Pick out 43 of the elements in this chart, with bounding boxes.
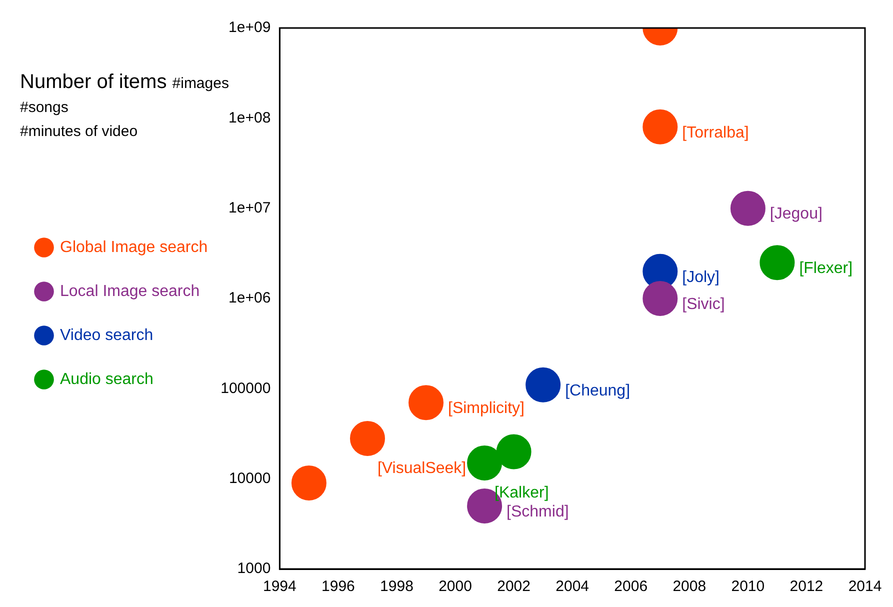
point bbox=[760, 245, 795, 280]
annotation: [Schmid] bbox=[506, 503, 569, 520]
x-tick-label: 2004 bbox=[556, 578, 590, 596]
point bbox=[467, 445, 502, 480]
x-tick-label: 1994 bbox=[263, 578, 296, 596]
annotation: [Joly] bbox=[682, 268, 720, 286]
annotation: [Kalker] bbox=[494, 484, 549, 502]
legend-label: Local Image search bbox=[60, 282, 200, 300]
y-tick-label: 1e+09 bbox=[228, 19, 271, 36]
legend-label: Audio search bbox=[60, 370, 154, 388]
x-tick-label: 2006 bbox=[614, 578, 648, 596]
y-tick-label: 1000 bbox=[237, 560, 271, 578]
x-tick-label: 1996 bbox=[322, 578, 355, 596]
annotation: [Simplicity] bbox=[448, 400, 524, 418]
x-tick-label: 2000 bbox=[438, 578, 472, 596]
x-tick-label: 2012 bbox=[790, 578, 824, 596]
x-tick-label: 2002 bbox=[497, 578, 530, 596]
annotation: [Cheung] bbox=[565, 382, 630, 400]
point bbox=[642, 109, 678, 144]
annotation: [Sivic] bbox=[682, 296, 725, 313]
annotation: [Jegou] bbox=[770, 206, 822, 223]
y-tick-label: 1e+07 bbox=[228, 199, 271, 216]
point bbox=[408, 385, 444, 420]
y-tick-label: 1e+08 bbox=[228, 109, 271, 126]
x-tick-label: 2014 bbox=[848, 578, 882, 596]
legend-label: Global Image search bbox=[60, 238, 208, 256]
annotation: [Torralba] bbox=[682, 124, 749, 142]
point bbox=[730, 190, 766, 226]
x-tick-label: 1998 bbox=[380, 578, 414, 596]
annotation: [Flexer] bbox=[799, 260, 853, 278]
point bbox=[291, 465, 326, 500]
x-tick-label: 2008 bbox=[672, 578, 706, 596]
y-tick-label: 1e+06 bbox=[228, 290, 271, 307]
y-tick-label: 100000 bbox=[220, 380, 271, 397]
point bbox=[526, 367, 561, 402]
legend-label: Video search bbox=[60, 326, 154, 344]
x-tick-label: 2010 bbox=[731, 578, 765, 596]
y-tick-label: 10000 bbox=[228, 470, 271, 487]
point bbox=[350, 421, 385, 456]
point bbox=[642, 281, 678, 316]
point bbox=[496, 434, 532, 470]
annotation: [VisualSeek] bbox=[377, 460, 466, 477]
text: Number of items #images #songs #minutes of video bbox=[20, 71, 229, 140]
